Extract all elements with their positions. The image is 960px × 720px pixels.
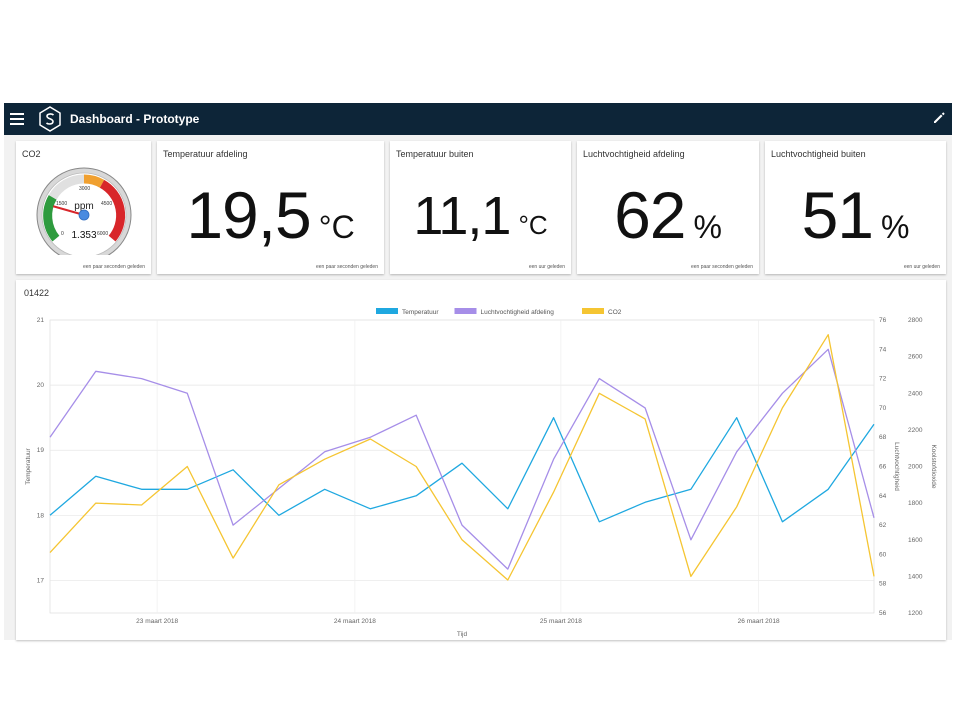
y3-tick-label: 1200 [908, 610, 923, 617]
y3-axis-label: Koolstofdioxide [930, 444, 937, 488]
y-tick-label: 21 [37, 317, 45, 324]
app-bar: Dashboard - Prototype [4, 103, 952, 135]
x-tick-label: 24 maart 2018 [334, 618, 376, 625]
y2-tick-label: 60 [879, 551, 887, 558]
y3-tick-label: 1400 [908, 573, 923, 580]
card-title: Temperatuur afdeling [163, 149, 248, 159]
updated-time: een paar seconden geleden [316, 264, 378, 270]
legend-label: Temperatuur [402, 309, 439, 316]
legend-label: Luchtvochtigheid afdeling [481, 309, 555, 316]
y2-tick-label: 76 [879, 317, 887, 324]
x-tick-label: 23 maart 2018 [136, 618, 178, 625]
y2-axis-label: Luchtvochtigheid [893, 442, 900, 491]
updated-time: een paar seconden geleden [691, 264, 753, 270]
y2-tick-label: 68 [879, 434, 887, 441]
series-line [49, 417, 875, 523]
gauge-value: 1.353 [71, 230, 96, 241]
co2-gauge: 0 1500 3000 4500 6000 ppm 1.353 [36, 167, 132, 255]
legend-swatch [582, 308, 604, 314]
temperatuur-afdeling-card[interactable]: Temperatuur afdeling 19,5 °C een paar sec… [157, 141, 384, 274]
value-number: 62 [614, 178, 686, 252]
page-title: Dashboard - Prototype [70, 112, 200, 126]
y3-tick-label: 1800 [908, 500, 923, 507]
legend-swatch [376, 308, 398, 314]
series-line [49, 348, 875, 570]
y3-tick-label: 2200 [908, 427, 923, 434]
dashboard-content: CO2 0 1500 3000 4500 6000 ppm 1.353 een … [4, 135, 952, 640]
luchtvochtigheid-buiten-card[interactable]: Luchtvochtigheid buiten 51% een uur gele… [765, 141, 946, 274]
value-unit: °C [518, 210, 548, 240]
value-unit: °C [318, 209, 355, 245]
updated-time: een paar seconden geleden [83, 264, 145, 270]
value-unit: % [880, 209, 910, 245]
y2-tick-label: 72 [879, 376, 887, 383]
legend-swatch [454, 308, 477, 314]
gauge-tick-4500: 4500 [101, 201, 112, 207]
value-number: 19,5 [186, 178, 311, 252]
gauge-tick-1500: 1500 [56, 201, 67, 207]
card-value: 62% [577, 177, 759, 253]
y2-tick-label: 56 [879, 610, 887, 617]
y2-tick-label: 66 [879, 464, 887, 471]
y3-tick-label: 2800 [908, 317, 923, 324]
chart-card: 01422 17 18 19 20 21 56 58 60 62 64 66 68 70 72 74 76 12… [16, 280, 946, 640]
updated-time: een uur geleden [903, 264, 940, 270]
plot-frame [49, 319, 875, 614]
card-value: 19,5 °C [157, 177, 384, 253]
x-tick-label: 25 maart 2018 [540, 618, 582, 625]
gauge-tick-6000: 6000 [97, 231, 108, 237]
card-title: Luchtvochtigheid buiten [771, 149, 866, 159]
updated-time: een uur geleden [528, 264, 565, 270]
y-tick-label: 18 [37, 512, 45, 519]
y-tick-label: 20 [37, 382, 45, 389]
gauge-unit: ppm [74, 201, 93, 212]
y3-tick-label: 2400 [908, 390, 923, 397]
series-line [49, 334, 875, 581]
y3-tick-label: 1600 [908, 537, 923, 544]
x-tick-label: 26 maart 2018 [738, 618, 780, 625]
value-number: 51 [801, 178, 874, 252]
y2-tick-label: 58 [879, 581, 887, 588]
legend-label: CO2 [608, 309, 622, 316]
gauge-tick-0: 0 [61, 231, 64, 237]
pencil-icon[interactable] [932, 111, 946, 125]
card-value: 11,1 °C [390, 185, 571, 247]
gauge-tick-3000: 3000 [79, 186, 90, 192]
hamburger-menu-icon[interactable] [10, 113, 24, 125]
line-chart: 17 18 19 20 21 56 58 60 62 64 66 68 70 72 74 76 1200 1400… [25, 308, 937, 638]
card-title: Luchtvochtigheid afdeling [583, 149, 685, 159]
y2-tick-label: 70 [879, 405, 887, 412]
temperatuur-buiten-card[interactable]: Temperatuur buiten 11,1 °C een uur gelede… [390, 141, 571, 274]
y2-tick-label: 64 [879, 493, 887, 500]
y2-tick-label: 74 [879, 346, 887, 353]
luchtvochtigheid-afdeling-card[interactable]: Luchtvochtigheid afdeling 62% een paar s… [577, 141, 759, 274]
y-tick-label: 17 [37, 577, 45, 584]
card-title: Temperatuur buiten [396, 149, 474, 159]
value-unit: % [693, 209, 722, 245]
value-number: 11,1 [413, 186, 511, 246]
y-axis-label: Temperatuur [25, 447, 32, 484]
y-tick-label: 19 [37, 447, 45, 454]
card-value: 51% [765, 177, 946, 253]
card-title: CO2 [22, 149, 41, 159]
chart-panel-title: 01422 [24, 288, 50, 298]
logo-icon [39, 106, 61, 132]
x-axis-label: Tijd [457, 631, 468, 638]
y3-tick-label: 2600 [908, 354, 923, 361]
y3-tick-label: 2000 [908, 464, 923, 471]
y2-tick-label: 62 [879, 522, 887, 529]
co2-card[interactable]: CO2 0 1500 3000 4500 6000 ppm 1.353 een … [16, 141, 151, 274]
